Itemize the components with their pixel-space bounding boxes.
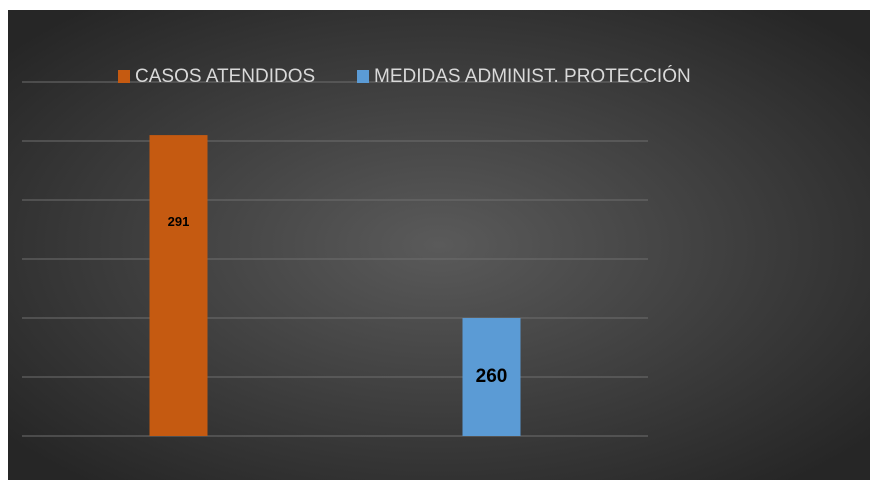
legend-label: MEDIDAS ADMINIST. PROTECCIÓN [374,65,691,87]
data-label: 291 [168,214,190,229]
data-label: 260 [476,366,508,387]
legend-label: CASOS ATENDIDOS [135,66,315,87]
legend-swatch [357,70,369,83]
legend-swatch [118,70,130,83]
bar [462,318,521,436]
bar [149,135,208,436]
